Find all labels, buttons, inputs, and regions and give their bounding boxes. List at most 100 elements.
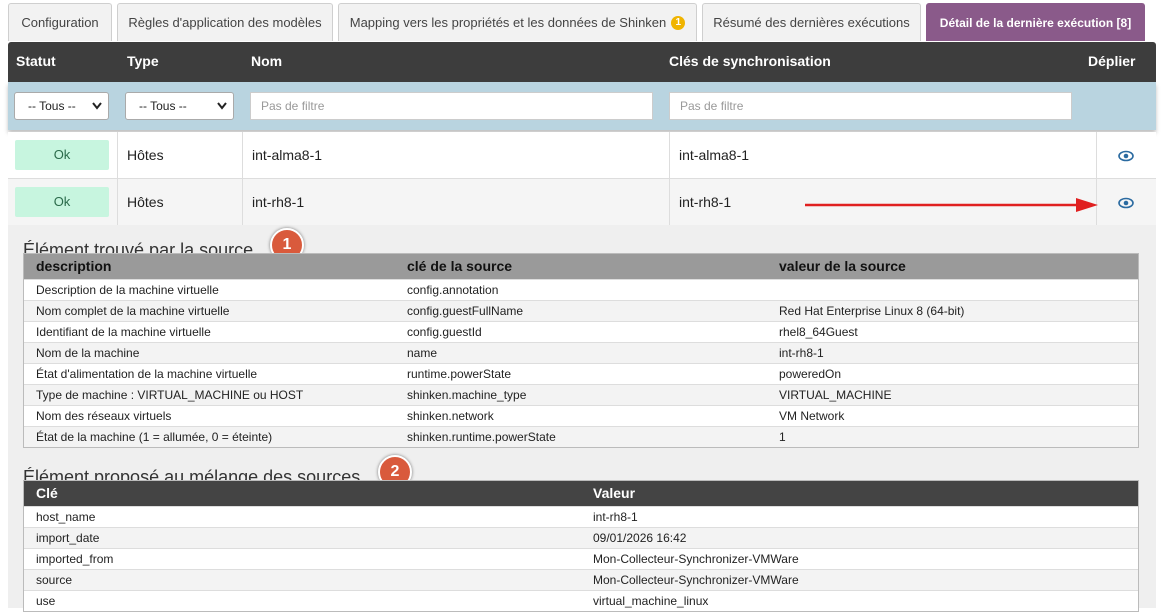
detail-table-header: description clé de la source valeur de la … <box>24 254 1138 279</box>
detail-row: Nom des réseaux virtuels shinken.network V… <box>24 405 1138 426</box>
expand-cell[interactable] <box>1096 179 1156 225</box>
detail-header-cell: valeur de la source <box>779 258 906 274</box>
detail-cell: rhel8_64Guest <box>779 325 858 339</box>
status-filter-text: -- Tous -- <box>28 99 76 113</box>
detail-cell: Nom des réseaux virtuels <box>36 409 172 423</box>
detail-header-cell: Valeur <box>593 485 636 501</box>
detail-cell: runtime.powerState <box>407 367 512 381</box>
column-header: Statut <box>16 53 56 69</box>
detail-header-cell: clé de la source <box>407 258 513 274</box>
eye-icon[interactable] <box>1097 132 1157 178</box>
detail-row: Description de la machine virtuelle confi… <box>24 279 1138 300</box>
detail-table: Clé Valeur host_name int-rh8-1 import_date 09… <box>23 480 1139 612</box>
detail-cell: use <box>36 594 56 608</box>
detail-header-cell: description <box>36 258 112 274</box>
detail-row: Nom complet de la machine virtuelle confi… <box>24 300 1138 321</box>
detail-cell: shinken.network <box>407 409 494 423</box>
arrow <box>805 198 1098 212</box>
cell-text: int-rh8-1 <box>252 194 305 210</box>
detail-cell: poweredOn <box>779 367 842 381</box>
cell-text: Hôtes <box>127 147 164 163</box>
detail-cell: Nom complet de la machine virtuelle <box>36 304 230 318</box>
eye-icon[interactable] <box>1097 179 1157 225</box>
tab-label: Résumé des dernières exécutions <box>713 15 910 30</box>
table-header: Statut Type Nom Clés de synchronisation Dépl… <box>8 42 1156 82</box>
tab-label: Règles d'application des modèles <box>128 15 322 30</box>
detail-cell: int-rh8-1 <box>593 510 638 524</box>
expand-cell[interactable] <box>1096 132 1156 178</box>
tab[interactable]: Règles d'application des modèles <box>117 3 333 41</box>
name-filter[interactable]: Pas de filtre <box>250 92 653 120</box>
tab-label: Configuration <box>21 15 99 30</box>
tab[interactable]: Configuration <box>8 3 112 41</box>
detail-cell: VIRTUAL_MACHINE <box>779 388 892 402</box>
key-filter[interactable]: Pas de filtre <box>669 92 1072 120</box>
detail-row: imported_from Mon-Collecteur-Synchronizer… <box>24 548 1138 569</box>
detail-row: Identifiant de la machine virtuelle confi… <box>24 321 1138 342</box>
cell: int-rh8-1 <box>242 179 669 225</box>
column-header: Déplier <box>1088 53 1136 69</box>
cell: Hôtes <box>117 179 242 225</box>
detail-row: Nom de la machine name int-rh8-1 <box>24 342 1138 363</box>
result-row: Ok Hôtes int-rh8-1 int-rh8-1 <box>8 179 1156 226</box>
detail-cell: Identifiant de la machine virtuelle <box>36 325 211 339</box>
detail-cell: Red Hat Enterprise Linux 8 (64-bit) <box>779 304 965 318</box>
detail-table-header: Clé Valeur <box>24 481 1138 506</box>
detail-cell: 09/01/2026 16:42 <box>593 531 687 545</box>
cell-text: int-alma8-1 <box>679 147 750 163</box>
cell: Hôtes <box>117 132 242 178</box>
detail-cell: État de la machine (1 = allumée, 0 = éte… <box>36 430 273 444</box>
type-filter-text: -- Tous -- <box>139 99 187 113</box>
tab[interactable]: Résumé des dernières exécutions <box>702 3 921 41</box>
detail-cell: name <box>407 346 438 360</box>
detail-row: Type de machine : VIRTUAL_MACHINE ou HOS… <box>24 384 1138 405</box>
detail-cell: imported_from <box>36 552 114 566</box>
detail-row: import_date 09/01/2026 16:42 <box>24 527 1138 548</box>
column-header: Nom <box>251 53 283 69</box>
cell-text: int-rh8-1 <box>679 194 732 210</box>
detail-cell: host_name <box>36 510 96 524</box>
detail-cell: import_date <box>36 531 100 545</box>
cell-text: int-alma8-1 <box>252 147 323 163</box>
detail-row: État d'alimentation de la machine virtue… <box>24 363 1138 384</box>
detail-row: État de la machine (1 = allumée, 0 = éte… <box>24 426 1138 447</box>
cell: int-alma8-1 <box>242 132 669 178</box>
detail-cell: Mon-Collecteur-Synchronizer-VMWare <box>593 573 799 587</box>
detail-cell: Type de machine : VIRTUAL_MACHINE ou HOS… <box>36 388 304 402</box>
filter-row: -- Tous -- -- Tous -- Pas de filtre Pas … <box>8 82 1156 130</box>
tab-label: Mapping vers les propriétés et les donné… <box>349 15 667 30</box>
result-row: Ok Hôtes int-alma8-1 int-alma8-1 <box>8 132 1156 179</box>
detail-cell: config.annotation <box>407 283 499 297</box>
type-filter[interactable]: -- Tous -- <box>125 92 234 120</box>
detail-row: host_name int-rh8-1 <box>24 506 1138 527</box>
cell: int-alma8-1 <box>669 132 1096 178</box>
status-filter[interactable]: -- Tous -- <box>14 92 109 120</box>
status-badge: Ok <box>15 140 109 170</box>
detail-table: description clé de la source valeur de la … <box>23 253 1139 448</box>
detail-cell: Description de la machine virtuelle <box>36 283 219 297</box>
tab[interactable]: Détail de la dernière exécution [8] <box>926 3 1145 41</box>
detail-cell: shinken.machine_type <box>407 388 527 402</box>
detail-cell: État d'alimentation de la machine virtue… <box>36 367 258 381</box>
detail-cell: config.guestFullName <box>407 304 524 318</box>
tab-label: Détail de la dernière exécution [8] <box>939 15 1132 30</box>
tab[interactable]: Mapping vers les propriétés et les donné… <box>338 3 697 41</box>
detail-cell: VM Network <box>779 409 845 423</box>
cell: Ok <box>8 132 117 178</box>
column-header: Clés de synchronisation <box>669 53 831 69</box>
detail-cell: config.guestId <box>407 325 482 339</box>
status-badge: Ok <box>15 187 109 217</box>
detail-cell: virtual_machine_linux <box>593 594 709 608</box>
detail-cell: 1 <box>779 430 786 444</box>
cell: int-rh8-1 <box>669 179 1096 225</box>
cell: Ok <box>8 179 117 225</box>
detail-row: source Mon-Collecteur-Synchronizer-VMWare <box>24 569 1138 590</box>
detail-row: use virtual_machine_linux <box>24 590 1138 611</box>
detail-cell: Nom de la machine <box>36 346 140 360</box>
cell-text: Hôtes <box>127 194 164 210</box>
detail-cell: source <box>36 573 73 587</box>
detail-cell: int-rh8-1 <box>779 346 824 360</box>
detail-cell: shinken.runtime.powerState <box>407 430 556 444</box>
tab-badge: 1 <box>671 15 686 30</box>
